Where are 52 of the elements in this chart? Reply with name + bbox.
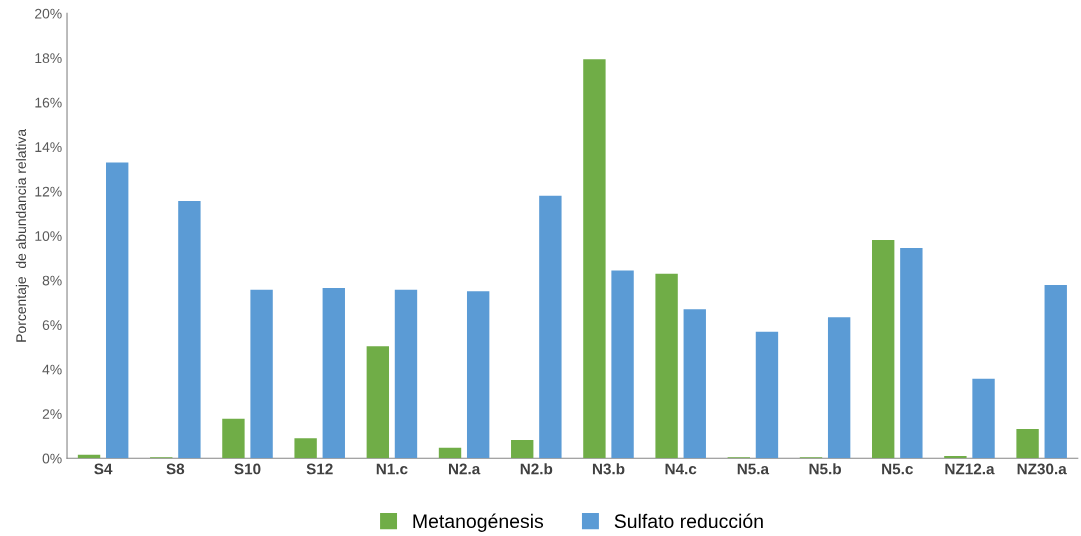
bar — [366, 346, 390, 459]
y-tick-label: 18% — [35, 53, 62, 64]
x-tick-label: N5.c — [882, 463, 913, 475]
bar — [539, 195, 562, 459]
y-tick-label: 6% — [42, 320, 62, 330]
bar — [438, 447, 462, 459]
x-tick-label: NZ30.a — [1017, 463, 1067, 475]
bar — [322, 287, 345, 459]
x-tick-label: N3.b — [592, 463, 625, 475]
bar — [972, 378, 995, 459]
bar — [611, 270, 634, 459]
x-tick-label: S4 — [94, 463, 113, 475]
bar — [655, 273, 678, 459]
bar — [511, 440, 534, 459]
bar — [900, 248, 923, 459]
bar — [683, 309, 706, 459]
x-tick-label: N1.c — [376, 463, 408, 475]
bar — [1016, 428, 1039, 459]
bar — [250, 289, 273, 459]
x-tick-label: N2.b — [520, 463, 553, 475]
legend-label: Metanogénesis — [413, 513, 544, 532]
bar — [178, 200, 201, 459]
x-tick-label: N2.a — [448, 463, 481, 475]
y-tick-label: 14% — [35, 142, 62, 152]
bar — [944, 456, 967, 459]
bar — [872, 240, 895, 459]
bar — [394, 289, 418, 459]
y-tick-label: 4% — [42, 364, 62, 375]
y-tick-label: 2% — [42, 409, 62, 419]
bar — [583, 59, 606, 459]
x-tick-label: S10 — [234, 463, 261, 475]
bar — [466, 291, 490, 459]
y-axis-title: Porcentaje de abundancia relativa — [15, 128, 29, 342]
y-tick-label: 16% — [35, 97, 62, 108]
y-tick-label: 0% — [42, 453, 62, 464]
bar — [222, 418, 245, 459]
legend-label: Sulfato reducción — [614, 513, 763, 529]
x-tick-label: N5.a — [737, 463, 770, 475]
bar — [755, 331, 779, 459]
bar — [294, 438, 317, 459]
x-tick-label: N4.c — [665, 463, 697, 475]
y-tick-label: 20% — [35, 8, 62, 19]
bar — [106, 162, 129, 459]
y-tick-label: 12% — [35, 186, 62, 197]
y-tick-label: 8% — [42, 275, 62, 286]
x-tick-label: S12 — [306, 463, 333, 475]
y-tick-label: 10% — [35, 231, 62, 242]
x-tick-label: N5.b — [809, 463, 841, 475]
bar — [827, 317, 851, 459]
x-tick-label: NZ12.a — [945, 463, 995, 475]
x-tick-label: S8 — [166, 463, 185, 475]
bar — [1044, 285, 1067, 459]
